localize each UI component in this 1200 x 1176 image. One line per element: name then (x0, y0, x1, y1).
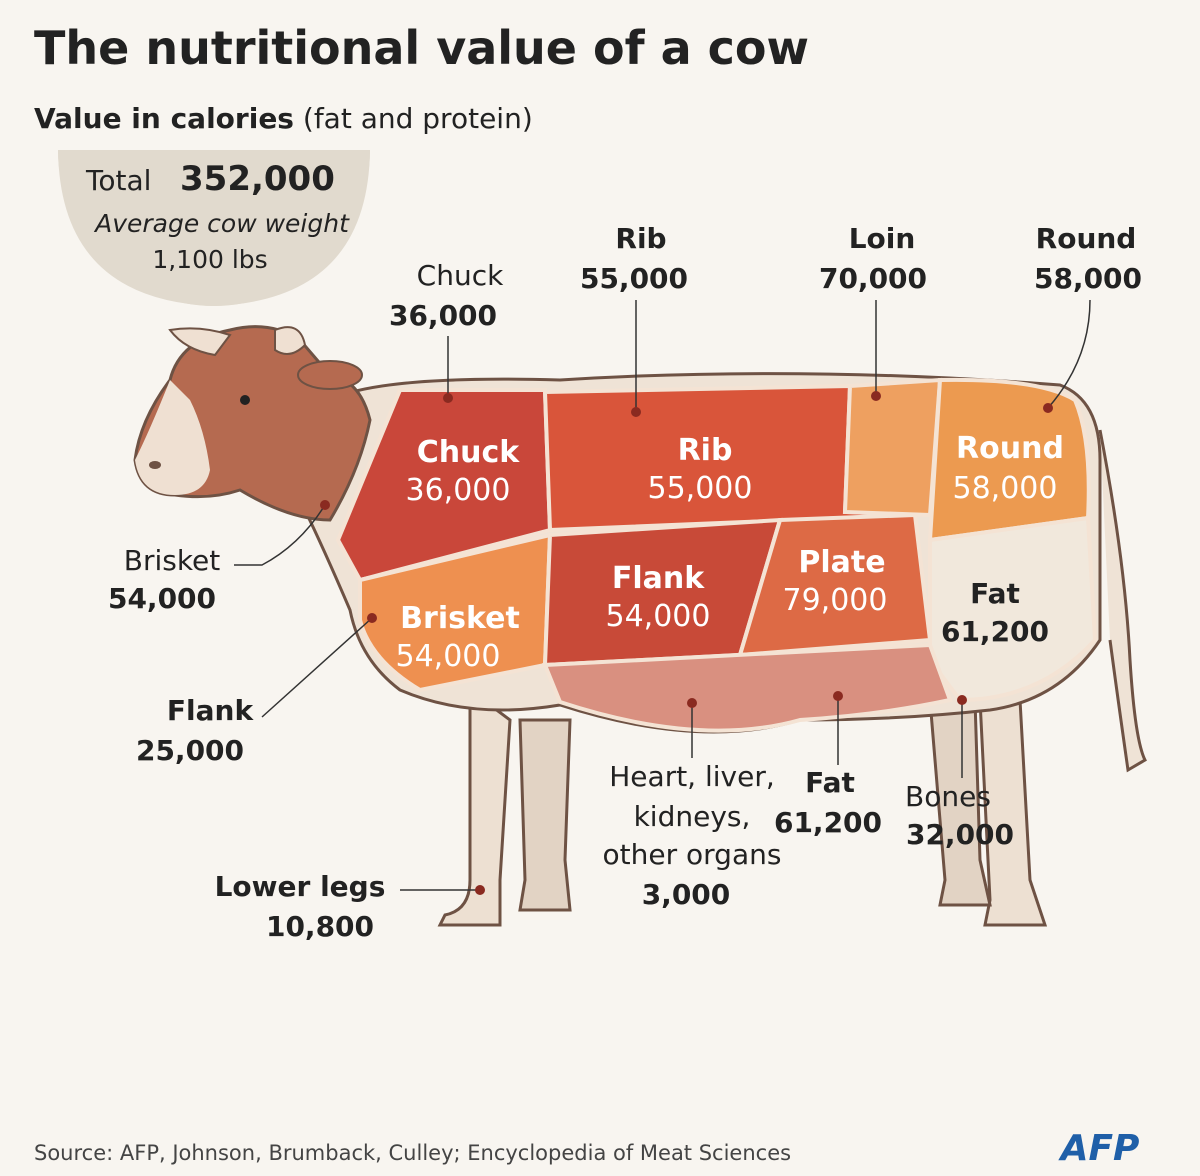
callout-value: 54,000 (108, 582, 216, 615)
subtitle-bold: Value in calories (34, 102, 294, 135)
cut-value: 55,000 (648, 471, 753, 506)
cut-plate (737, 512, 933, 658)
subtitle: Value in calories (fat and protein) (34, 102, 533, 135)
total-value: 352,000 (180, 159, 335, 199)
cut-name: Round (956, 431, 1064, 466)
callout-name: Flank (167, 694, 255, 727)
total-weight: 1,100 lbs (152, 245, 267, 274)
callout-value: 70,000 (819, 262, 927, 295)
cut-name: Fat (970, 577, 1020, 610)
logo: AFP (1058, 1128, 1140, 1169)
cut-brisket (358, 532, 553, 693)
callout-value: 32,000 (906, 818, 1014, 851)
callout-value: 10,800 (266, 910, 374, 943)
subtitle-rest: (fat and protein) (303, 102, 533, 135)
callout-name-line: kidneys, (634, 800, 751, 833)
cut-value: 36,000 (406, 473, 511, 508)
callout-value: 55,000 (580, 262, 688, 295)
total-note: Average cow weight (93, 209, 350, 238)
callout-name: Rib (615, 222, 666, 255)
cut-name: Rib (678, 433, 733, 468)
cut-name: Flank (612, 561, 705, 596)
callout-name: Round (1036, 222, 1137, 255)
callout-name: Bones (905, 780, 991, 813)
callout-value: 25,000 (136, 734, 244, 767)
cut-name: Chuck (417, 435, 521, 470)
cut-value: 54,000 (396, 639, 501, 674)
cut-name: Plate (798, 545, 885, 580)
callout-name: Brisket (124, 544, 221, 577)
cut-round (927, 377, 1091, 543)
callout-name: Chuck (417, 259, 504, 292)
callout-value: 58,000 (1034, 262, 1142, 295)
cut-loin (842, 377, 943, 518)
callout-name: Lower legs (215, 870, 386, 903)
total-badge-shape (58, 150, 370, 306)
title: The nutritional value of a cow (34, 21, 809, 75)
cut-chuck (335, 388, 553, 583)
cut-value: 54,000 (606, 599, 711, 634)
callout-value: 3,000 (642, 878, 731, 911)
cut-value: 79,000 (783, 583, 888, 618)
cut-organs (542, 642, 953, 733)
callout-lines (234, 299, 1091, 895)
cut-value: 61,200 (941, 615, 1049, 648)
source: Source: AFP, Johnson, Brumback, Culley; … (34, 1141, 791, 1165)
cut-name: Brisket (400, 601, 520, 636)
callout-name: Fat (805, 766, 855, 799)
callout-name-line: Heart, liver, (609, 760, 775, 793)
total-label: Total (85, 164, 151, 197)
callout-value: 61,200 (774, 806, 882, 839)
callout-name: Loin (849, 222, 916, 255)
callout-value: 36,000 (389, 299, 497, 332)
cut-value: 58,000 (953, 471, 1058, 506)
callout-name-line: other organs (603, 838, 782, 871)
